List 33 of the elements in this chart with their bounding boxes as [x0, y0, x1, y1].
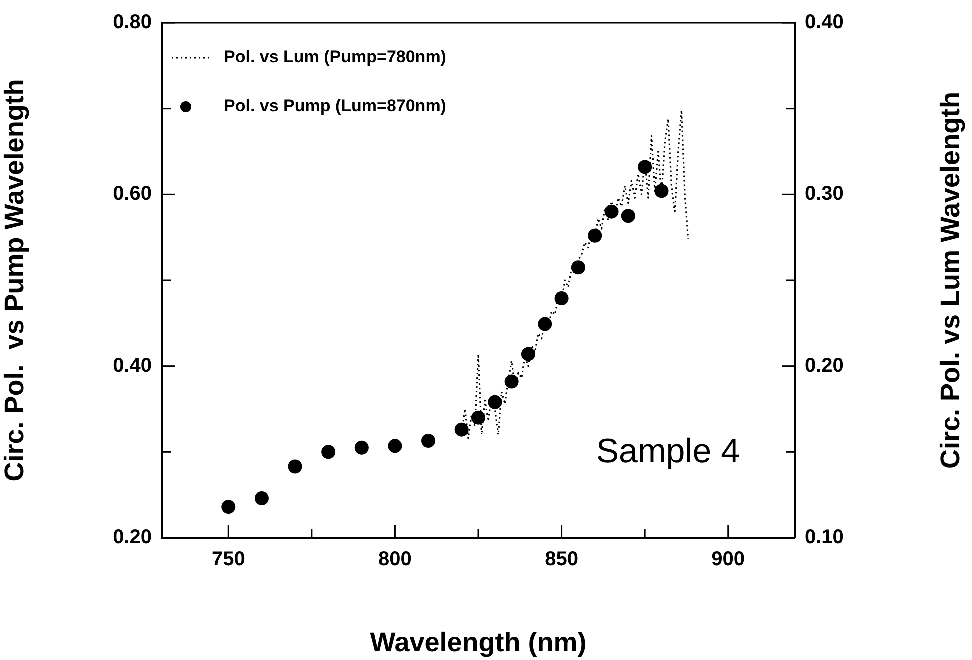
point	[554, 292, 569, 306]
y2-tick-label: 0.20	[805, 354, 844, 377]
point	[621, 209, 636, 224]
point	[388, 439, 402, 454]
point	[222, 500, 236, 514]
point	[654, 184, 669, 198]
y2-tick-label: 0.10	[805, 526, 844, 549]
y-tick-label: 0.40	[113, 354, 152, 377]
point	[538, 317, 552, 332]
x-tick-label: 750	[212, 548, 246, 571]
y2-tick-label: 0.40	[805, 12, 844, 34]
legend-label: Pol. vs Pump (Lum=870nm)	[224, 96, 446, 116]
y-axis-title: Circ. Pol. vs Pump Wavelength	[0, 79, 30, 482]
point	[322, 445, 336, 460]
y-tick-label: 0.20	[113, 526, 152, 549]
annotation: Sample 4	[596, 432, 740, 470]
y-tick-label: 0.80	[113, 12, 152, 34]
point	[422, 434, 436, 448]
point	[454, 422, 469, 437]
y2-tick-label: 0.30	[805, 183, 844, 206]
point	[521, 347, 536, 362]
point	[354, 440, 369, 455]
y-tick-label: 0.60	[113, 183, 152, 206]
point	[571, 260, 586, 275]
x-tick-label: 850	[545, 548, 578, 571]
y2-axis-title: Circ. Pol. vs Lum Wavelength	[935, 92, 966, 470]
legend-label: Pol. vs Lum (Pump=780nm)	[224, 48, 446, 67]
point	[588, 228, 602, 243]
x-tick-label: 900	[712, 548, 746, 571]
x-tick-label: 800	[378, 548, 412, 571]
point	[288, 460, 302, 474]
x-axis-title: Wavelength (nm)	[370, 627, 587, 658]
point	[254, 492, 269, 506]
